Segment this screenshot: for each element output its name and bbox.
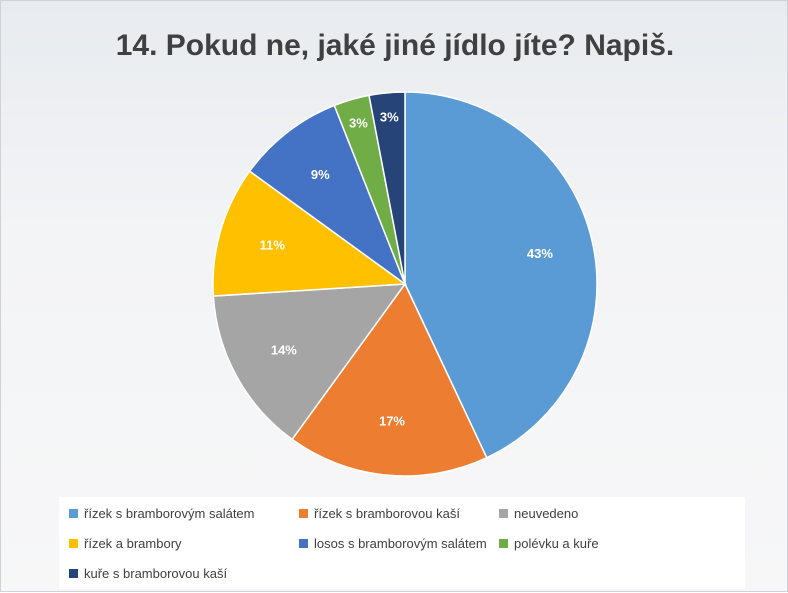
pie-slice-neuvedeno	[212, 283, 407, 441]
legend-item-rizek-s-bramborovym-salatem: řízek s bramborovým salátem	[69, 506, 255, 521]
legend-swatch	[69, 509, 78, 518]
data-label-rizek-a-brambory: 11%	[260, 237, 286, 252]
legend-label: polévku a kuře	[514, 536, 599, 551]
pie-slice-rizek-s-bramborovou-kasi	[291, 282, 488, 477]
data-label-losos-s-bramborovym-salatem: 9%	[311, 167, 330, 182]
legend-item-rizek-s-bramborovou-kasi: řízek s bramborovou kaší	[299, 506, 460, 521]
legend-label: řízek s bramborovým salátem	[84, 506, 255, 521]
legend-swatch	[499, 509, 508, 518]
data-label-rizek-s-bramborovou-kasi: 17%	[379, 414, 405, 429]
legend-swatch	[299, 539, 308, 548]
legend-label: řízek a brambory	[84, 536, 182, 551]
data-label-polevku-a-kure: 3%	[349, 116, 368, 131]
data-label-kure-s-bramborovou-kasi: 3%	[380, 110, 399, 125]
legend-swatch	[69, 539, 78, 548]
legend-label: řízek s bramborovou kaší	[314, 506, 460, 521]
legend-item-losos-s-bramborovym-salatem: losos s bramborovým salátem	[299, 536, 487, 551]
data-label-rizek-s-bramborovym-salatem: 43%	[527, 246, 553, 261]
legend-item-polevku-a-kure: polévku a kuře	[499, 536, 599, 551]
data-label-neuvedeno: 14%	[271, 343, 297, 358]
legend-item-rizek-a-brambory: řízek a brambory	[69, 536, 182, 551]
legend-swatch	[69, 569, 78, 578]
pie-slice-losos-s-bramborovym-salatem	[248, 104, 407, 287]
pie-slice-rizek-s-bramborovym-salatem	[404, 91, 598, 459]
legend-item-neuvedeno: neuvedeno	[499, 506, 578, 521]
legend-swatch	[499, 539, 508, 548]
chart-title: 14. Pokud ne, jaké jiné jídlo jíte? Napi…	[115, 29, 675, 62]
chart-legend: řízek s bramborovým salátem řízek s bramb…	[59, 497, 745, 589]
pie-slice-kure-s-bramborovou-kasi	[368, 91, 406, 285]
legend-swatch	[299, 509, 308, 518]
legend-label: kuře s bramborovou kaší	[84, 566, 228, 581]
legend-item-kure-s-bramborovou-kasi: kuře s bramborovou kaší	[69, 566, 227, 581]
legend-label: losos s bramborovým salátem	[314, 536, 487, 551]
pie-slice-rizek-a-brambory	[212, 170, 408, 297]
legend-label: neuvedeno	[514, 506, 579, 521]
